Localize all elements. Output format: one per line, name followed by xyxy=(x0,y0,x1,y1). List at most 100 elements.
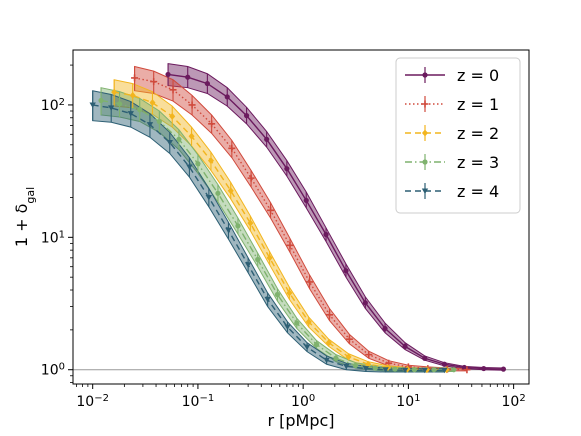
point-z-0 xyxy=(402,343,408,350)
point-z-3 xyxy=(451,367,457,373)
point-z-0 xyxy=(284,166,290,172)
point-z-1 xyxy=(306,278,314,286)
point-z-3 xyxy=(235,223,241,229)
point-z-4 xyxy=(362,366,370,372)
y-tick-label: 101 xyxy=(41,229,65,247)
point-z-3 xyxy=(392,366,398,372)
point-z-4 xyxy=(303,344,311,351)
point-z-2 xyxy=(345,353,352,361)
point-z-3 xyxy=(215,190,221,196)
point-z-4 xyxy=(108,105,115,111)
plot-frame xyxy=(72,49,530,385)
point-z-4 xyxy=(382,367,389,373)
legend-box xyxy=(395,57,521,214)
point-z-4 xyxy=(421,367,428,374)
point-z-1 xyxy=(345,335,353,343)
point-z-1 xyxy=(169,86,177,94)
point-z-4 xyxy=(225,227,232,234)
point-z-0 xyxy=(243,113,250,119)
series-markers xyxy=(89,63,507,374)
point-z-2 xyxy=(111,88,118,96)
legend-label-z-1: z = 1 xyxy=(457,95,499,114)
y-tick-label: 102 xyxy=(41,96,65,114)
point-z-2 xyxy=(365,360,372,368)
line-z-0 xyxy=(167,73,504,370)
legend-label-z-4: z = 4 xyxy=(457,182,499,201)
legend-marker-z-3 xyxy=(422,159,428,165)
x-tick-label: 100 xyxy=(291,393,315,411)
point-z-4 xyxy=(127,111,134,117)
point-z-2 xyxy=(247,219,254,227)
point-z-2 xyxy=(207,157,214,165)
y-tick-label: 100 xyxy=(41,361,65,379)
point-z-1 xyxy=(267,206,275,214)
point-z-3 xyxy=(255,256,261,263)
point-z-1 xyxy=(365,351,373,359)
point-z-3 xyxy=(294,320,300,326)
x-tick-label: 101 xyxy=(396,393,420,411)
legend-label-z-2: z = 2 xyxy=(457,124,499,143)
point-z-2 xyxy=(325,339,332,347)
point-z-0 xyxy=(362,300,368,306)
point-z-0 xyxy=(441,361,448,367)
line-z-1 xyxy=(134,77,467,371)
point-z-1 xyxy=(326,311,334,319)
point-z-3 xyxy=(98,97,104,104)
point-z-1 xyxy=(150,78,158,86)
point-z-2 xyxy=(169,112,176,120)
point-z-0 xyxy=(422,355,428,361)
point-z-4 xyxy=(166,140,173,146)
x-axis-label: r [pMpc] xyxy=(267,411,334,430)
point-z-2 xyxy=(305,318,312,326)
x-tick-label: 102 xyxy=(502,393,526,411)
axis-ticks xyxy=(68,64,515,389)
legend-marker-z-1 xyxy=(421,100,429,108)
point-z-1 xyxy=(463,366,471,374)
legend-marker-z-0 xyxy=(422,72,428,78)
point-z-3 xyxy=(274,291,281,298)
point-z-4 xyxy=(323,357,330,364)
point-z-1 xyxy=(208,120,216,128)
point-z-2 xyxy=(129,91,136,99)
point-z-0 xyxy=(382,325,388,332)
point-z-3 xyxy=(372,365,378,371)
point-z-1 xyxy=(131,74,139,82)
point-z-4 xyxy=(89,102,96,108)
point-z-3 xyxy=(116,101,123,107)
point-z-2 xyxy=(286,289,293,297)
legend-label-z-0: z = 0 xyxy=(457,66,499,85)
axis-tick-labels: 10−2 10−1 100 101 102 100 101 102 xyxy=(41,96,526,410)
point-z-0 xyxy=(303,197,309,204)
point-z-1 xyxy=(247,174,255,182)
point-z-3 xyxy=(333,355,339,361)
point-z-0 xyxy=(481,365,487,372)
point-z-2 xyxy=(149,99,156,107)
point-z-3 xyxy=(411,367,417,373)
x-tick-label: 10−1 xyxy=(182,393,215,411)
point-z-0 xyxy=(185,74,191,80)
legend: z = 0 z = 1 z = 2 z = 3 z = 4 xyxy=(395,57,521,214)
point-z-3 xyxy=(352,362,359,368)
point-z-1 xyxy=(188,101,196,109)
point-z-3 xyxy=(431,367,437,373)
point-z-4 xyxy=(441,367,448,374)
point-z-4 xyxy=(284,324,291,331)
point-z-2 xyxy=(227,187,234,195)
point-z-2 xyxy=(266,254,273,262)
point-z-4 xyxy=(401,367,409,374)
point-z-4 xyxy=(244,262,252,268)
legend-marker-z-4 xyxy=(421,188,429,194)
point-z-4 xyxy=(146,122,154,128)
x-tick-label: 10−2 xyxy=(76,393,109,411)
point-z-0 xyxy=(264,136,270,142)
point-z-3 xyxy=(313,341,320,348)
point-z-1 xyxy=(286,241,294,249)
point-z-2 xyxy=(188,132,195,140)
point-z-4 xyxy=(186,164,193,170)
point-z-4 xyxy=(264,296,271,303)
point-z-0 xyxy=(204,80,210,87)
point-z-3 xyxy=(195,161,201,167)
point-z-0 xyxy=(224,94,230,100)
y-axis-label: 1 + δgal xyxy=(12,187,37,247)
